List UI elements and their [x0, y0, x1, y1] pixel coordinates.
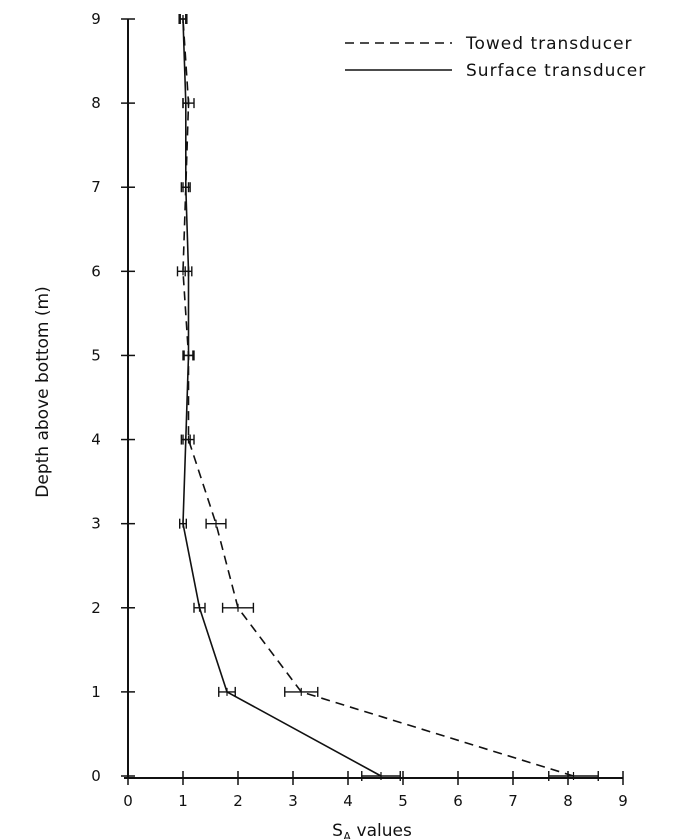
y-tick-label-4: 4 — [91, 431, 101, 449]
legend-label-0: Towed transducer — [465, 34, 633, 54]
x-tick-label-3: 3 — [288, 792, 298, 810]
y-tick-label-7: 7 — [91, 178, 101, 196]
y-tick-label-5: 5 — [91, 346, 101, 364]
error-bar-1-9 — [179, 14, 187, 24]
error-bar-1-5 — [183, 350, 194, 361]
error-bar-1-8 — [182, 98, 190, 109]
y-tick-label-6: 6 — [91, 262, 101, 280]
error-bar-1-1 — [218, 686, 236, 697]
y-tick-label-2: 2 — [91, 599, 101, 617]
error-bar-1-4 — [180, 434, 191, 445]
error-bar-0-2 — [221, 602, 255, 613]
x-tick-label-8: 8 — [563, 792, 573, 810]
error-bar-1-2 — [193, 602, 206, 613]
error-bar-0-0 — [548, 771, 599, 781]
y-tick-label-9: 9 — [91, 10, 101, 28]
series-0 — [176, 14, 599, 781]
error-bar-0-3 — [205, 518, 227, 529]
x-axis-title: SA values — [332, 821, 412, 839]
x-axis-title-subscript: A — [343, 830, 352, 839]
series-line-1 — [182, 18, 382, 777]
error-bar-1-3 — [178, 518, 188, 529]
x-tick-label-2: 2 — [233, 792, 243, 810]
series-1 — [178, 14, 401, 781]
axes: 0 1 2 3 4 5 6 7 8 9 0 1 2 3 4 5 6 7 8 9 — [91, 10, 628, 810]
error-bar-1-0 — [361, 771, 401, 781]
y-axis-title: Depth above bottom (m) — [33, 286, 53, 497]
error-bar-1-7 — [182, 182, 190, 193]
x-tick-label-1: 1 — [178, 792, 188, 810]
x-axis-title-suffix: values — [351, 821, 412, 839]
error-bar-1-6 — [184, 266, 193, 277]
legend-label-1: Surface transducer — [466, 61, 646, 81]
x-tick-label-7: 7 — [508, 792, 518, 810]
x-tick-label-9: 9 — [618, 792, 628, 810]
y-tick-label-8: 8 — [91, 94, 101, 112]
legend: Towed transducer Surface transducer — [345, 34, 646, 81]
error-bar-0-1 — [284, 686, 319, 697]
x-tick-label-0: 0 — [123, 792, 133, 810]
y-tick-label-0: 0 — [91, 767, 101, 785]
x-tick-label-4: 4 — [343, 792, 353, 810]
y-tick-label-3: 3 — [91, 515, 101, 533]
x-tick-label-5: 5 — [398, 792, 408, 810]
series-line-0 — [182, 18, 574, 777]
x-axis-title-main: S — [332, 821, 343, 839]
y-tick-label-1: 1 — [91, 683, 101, 701]
x-tick-label-6: 6 — [453, 792, 463, 810]
series-layer — [176, 14, 599, 781]
